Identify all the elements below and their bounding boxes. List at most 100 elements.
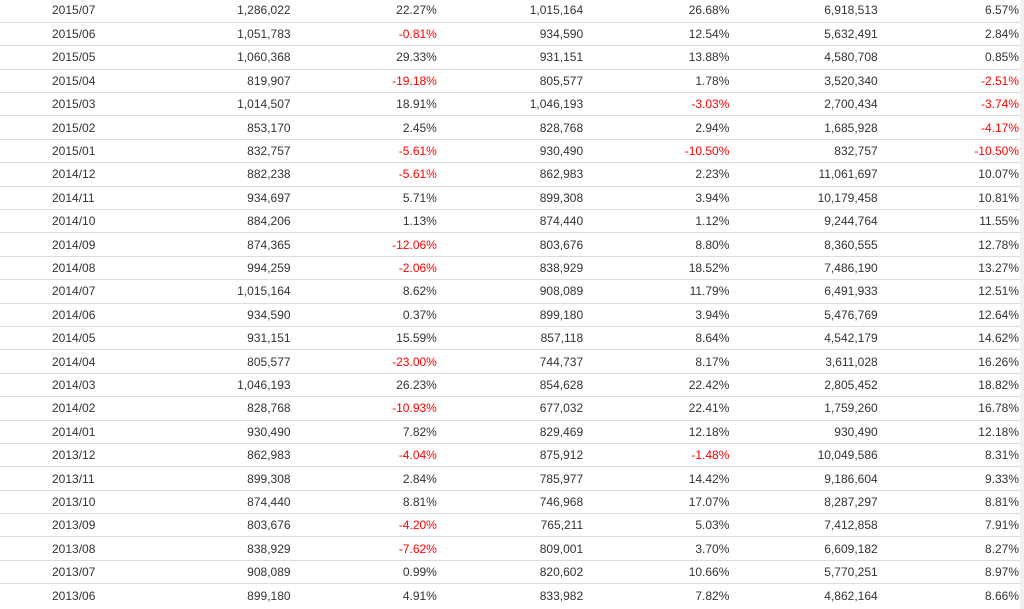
change-1-cell: 18.91% xyxy=(290,92,437,116)
change-1-cell: -5.61% xyxy=(290,162,437,187)
value-3-cell: 10,179,458 xyxy=(729,185,878,210)
table-row: 2015/03 1,014,507 18.91% 1,046,193 -3.03% 2,7… xyxy=(0,92,1022,116)
table-row: 2014/04 805,577 -23.00% 744,737 8.17% 3,611,0… xyxy=(0,349,1022,374)
change-2-cell: 3.94% xyxy=(583,302,730,327)
value-3-cell: 5,770,251 xyxy=(729,559,878,584)
period-cell: 2014/05 xyxy=(0,325,121,350)
table-row: 2015/06 1,051,783 -0.81% 934,590 12.54% 5,632… xyxy=(0,21,1022,46)
change-2-cell: 13.88% xyxy=(583,45,730,70)
value-1-cell: 934,697 xyxy=(120,185,291,210)
change-2-cell: 14.42% xyxy=(583,466,730,491)
change-2-cell: -3.03% xyxy=(583,92,730,116)
change-3-cell: 12.78% xyxy=(877,232,1022,257)
value-2-cell: 785,977 xyxy=(436,466,584,491)
change-1-cell: 2.45% xyxy=(290,115,437,140)
value-1-cell: 899,308 xyxy=(120,466,291,491)
value-2-cell: 805,577 xyxy=(436,68,584,93)
value-2-cell: 934,590 xyxy=(436,21,584,46)
period-cell: 2015/02 xyxy=(0,115,121,140)
value-2-cell: 746,968 xyxy=(436,489,584,514)
change-2-cell: 2.23% xyxy=(583,162,730,187)
change-1-cell: 8.62% xyxy=(290,279,437,304)
value-2-cell: 899,180 xyxy=(436,302,584,327)
change-2-cell: 10.66% xyxy=(583,559,730,584)
value-1-cell: 930,490 xyxy=(120,419,291,444)
change-2-cell: 11.79% xyxy=(583,279,730,304)
value-3-cell: 3,520,340 xyxy=(729,68,878,93)
value-2-cell: 1,046,193 xyxy=(436,92,584,116)
vertical-scrollbar[interactable] xyxy=(1020,0,1024,609)
change-3-cell: 8.27% xyxy=(877,536,1022,561)
period-cell: 2013/12 xyxy=(0,442,121,467)
period-cell: 2015/01 xyxy=(0,138,121,163)
change-1-cell: -4.04% xyxy=(290,442,437,467)
change-3-cell: 10.07% xyxy=(877,162,1022,187)
change-2-cell: 2.94% xyxy=(583,115,730,140)
value-2-cell: 875,912 xyxy=(436,442,584,467)
change-3-cell: 8.31% xyxy=(877,442,1022,467)
change-1-cell: -5.61% xyxy=(290,138,437,163)
value-2-cell: 833,982 xyxy=(436,583,584,608)
change-3-cell: -4.17% xyxy=(877,115,1022,140)
change-3-cell: 2.84% xyxy=(877,21,1022,46)
change-1-cell: 0.37% xyxy=(290,302,437,327)
period-cell: 2013/10 xyxy=(0,489,121,514)
change-3-cell: 11.55% xyxy=(877,209,1022,233)
table-row: 2014/12 882,238 -5.61% 862,983 2.23% 11,061,6… xyxy=(0,162,1022,187)
change-2-cell: 8.80% xyxy=(583,232,730,257)
change-2-cell: 18.52% xyxy=(583,255,730,280)
period-cell: 2015/05 xyxy=(0,45,121,70)
value-2-cell: 744,737 xyxy=(436,349,584,374)
change-3-cell: 10.81% xyxy=(877,185,1022,210)
change-1-cell: 8.81% xyxy=(290,489,437,514)
change-2-cell: 1.78% xyxy=(583,68,730,93)
change-3-cell: 12.51% xyxy=(877,279,1022,304)
value-2-cell: 829,469 xyxy=(436,419,584,444)
change-1-cell: -10.93% xyxy=(290,396,437,421)
period-cell: 2014/11 xyxy=(0,185,121,210)
period-cell: 2014/08 xyxy=(0,255,121,280)
change-3-cell: 13.27% xyxy=(877,255,1022,280)
value-3-cell: 6,609,182 xyxy=(729,536,878,561)
table-row: 2014/10 884,206 1.13% 874,440 1.12% 9,244,764… xyxy=(0,209,1022,233)
period-cell: 2015/04 xyxy=(0,68,121,93)
value-2-cell: 862,983 xyxy=(436,162,584,187)
table-row: 2015/05 1,060,368 29.33% 931,151 13.88% 4,580… xyxy=(0,45,1022,70)
change-3-cell: 6.57% xyxy=(984,3,1019,18)
change-2-cell: 12.54% xyxy=(583,21,730,46)
period-cell: 2013/08 xyxy=(0,536,121,561)
period-cell: 2014/09 xyxy=(0,232,121,257)
table-row: 2013/12 862,983 -4.04% 875,912 -1.48% 10,049,… xyxy=(0,442,1022,467)
value-3-cell: 7,486,190 xyxy=(729,255,878,280)
table-row: 2014/03 1,046,193 26.23% 854,628 22.42% 2,805… xyxy=(0,372,1022,397)
table-row: 2014/01 930,490 7.82% 829,469 12.18% 930,490 1… xyxy=(0,419,1022,444)
period-cell: 2013/07 xyxy=(0,559,121,584)
change-3-cell: 12.18% xyxy=(877,419,1022,444)
change-2-cell: 8.64% xyxy=(583,325,730,350)
table-row: 2015/02 853,170 2.45% 828,768 2.94% 1,685,928… xyxy=(0,115,1022,140)
table-row: 2013/10 874,440 8.81% 746,968 17.07% 8,287,29… xyxy=(0,489,1022,514)
change-3-cell: 8.66% xyxy=(877,583,1022,608)
value-1-cell: 853,170 xyxy=(120,115,291,140)
change-2-cell: 26.68% xyxy=(688,3,730,18)
value-1-cell: 838,929 xyxy=(120,536,291,561)
value-2-cell: 803,676 xyxy=(436,232,584,257)
value-1-cell: 994,259 xyxy=(120,255,291,280)
change-2-cell: 22.41% xyxy=(583,396,730,421)
value-1-cell: 1,046,193 xyxy=(120,372,291,397)
period-cell: 2014/06 xyxy=(0,302,121,327)
change-1-cell: 4.91% xyxy=(290,583,437,608)
value-1-cell: 803,676 xyxy=(120,513,291,537)
value-1-cell: 934,590 xyxy=(120,302,291,327)
value-1-cell: 899,180 xyxy=(120,583,291,608)
table-row: 2013/07 908,089 0.99% 820,602 10.66% 5,770,25… xyxy=(0,559,1022,584)
change-3-cell: 16.26% xyxy=(877,349,1022,374)
table-row: 2014/08 994,259 -2.06% 838,929 18.52% 7,486,1… xyxy=(0,255,1022,280)
change-1-cell: -2.06% xyxy=(290,255,437,280)
change-3-cell: 7.91% xyxy=(877,513,1022,537)
change-3-cell: 14.62% xyxy=(877,325,1022,350)
value-2-cell: 874,440 xyxy=(436,209,584,233)
period-cell: 2014/04 xyxy=(0,349,121,374)
